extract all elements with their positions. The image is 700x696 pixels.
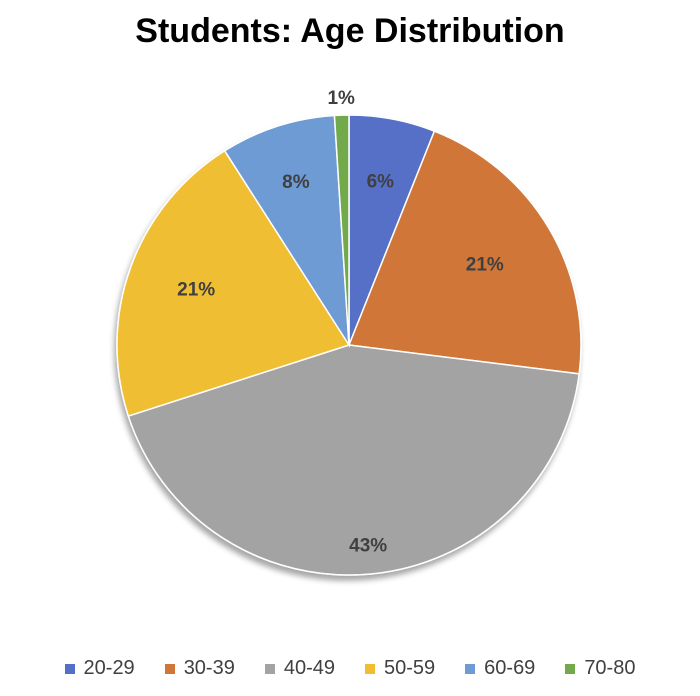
chart-title: Students: Age Distribution <box>135 12 565 50</box>
pie-slice-70-80 <box>333 114 350 346</box>
legend-swatch <box>465 663 476 674</box>
legend-label: 60-69 <box>484 657 536 679</box>
legend-label: 20-29 <box>83 657 135 679</box>
pie-slice-60-69 <box>223 114 350 348</box>
legend-swatch <box>264 663 275 674</box>
pie-slice-50-59 <box>116 149 351 418</box>
legend-label: 50-59 <box>384 657 436 679</box>
legend-swatch <box>565 663 576 674</box>
pie-slice-40-49 <box>127 344 581 576</box>
legend-label: 70-80 <box>584 657 636 679</box>
legend-item-50-59: 50-59 <box>365 657 435 680</box>
slice-label-70-80: 1% <box>327 88 355 109</box>
pie-slice-30-39 <box>347 130 582 375</box>
legend-swatch <box>365 663 375 674</box>
legend-item-40-49: 40-49 <box>264 657 335 680</box>
pie-labels: 6% 21% 43% 21% 8% 1% <box>177 88 504 557</box>
slice-label-30-39: 21% <box>466 254 504 275</box>
legend-item-30-39: 30-39 <box>164 657 235 680</box>
pie-slices <box>116 114 582 576</box>
legend-item-70-80: 70-80 <box>565 657 635 680</box>
legend: 20-29 30-39 40-49 50-59 60-69 70-80 <box>0 657 700 680</box>
slice-label-40-49: 43% <box>349 536 387 557</box>
slice-label-20-29: 6% <box>367 171 395 192</box>
slice-label-60-69: 8% <box>282 172 310 193</box>
legend-item-60-69: 60-69 <box>465 657 535 680</box>
legend-swatch <box>164 663 175 674</box>
legend-item-20-29: 20-29 <box>64 657 135 680</box>
legend-label: 40-49 <box>283 657 335 679</box>
legend-swatch <box>64 663 75 674</box>
legend-label: 30-39 <box>183 657 235 679</box>
slice-label-50-59: 21% <box>177 280 215 301</box>
